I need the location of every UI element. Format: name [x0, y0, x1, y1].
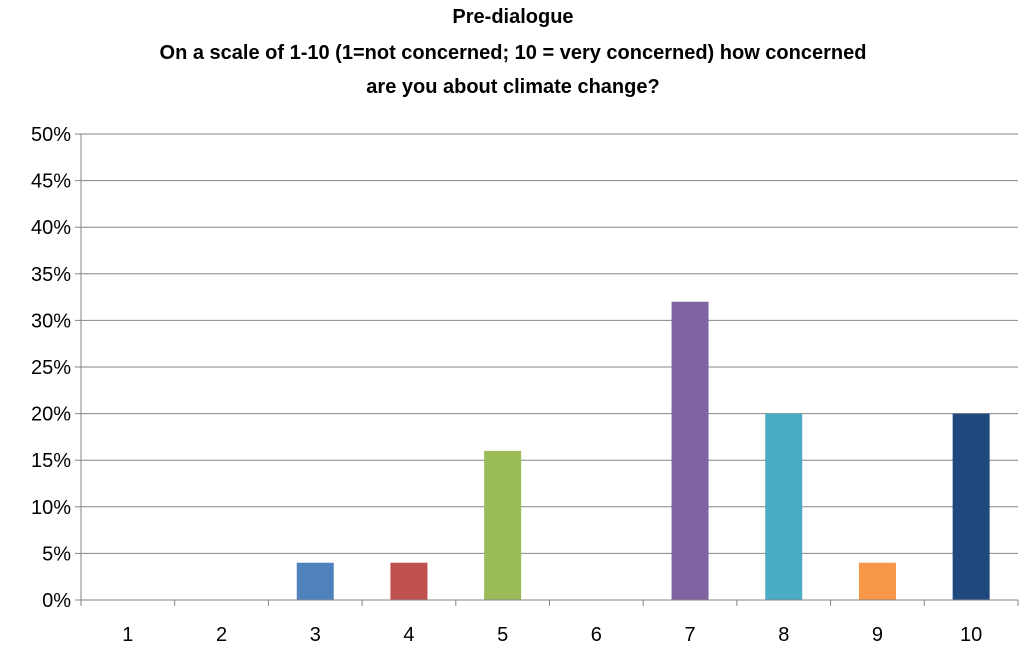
axes: [80, 134, 1018, 601]
y-tick-labels: 0% 5% 10% 15% 20% 25% 30% 35% 40% 45% 50%: [31, 124, 71, 612]
y-tick-label: 40%: [31, 217, 71, 239]
y-tick-label: 0%: [42, 590, 71, 612]
y-tick-label: 20%: [31, 404, 71, 426]
chart-title-line-3: are you about climate change?: [366, 76, 660, 98]
bar-7: [671, 301, 709, 600]
gridlines: [75, 133, 1019, 606]
bar-4: [390, 562, 428, 600]
x-tick-label: 4: [403, 624, 414, 646]
y-tick-label: 10%: [31, 497, 71, 519]
y-tick-label: 35%: [31, 264, 71, 286]
y-tick-label: 25%: [31, 357, 71, 379]
x-tick-label: 3: [310, 624, 321, 646]
x-tick-label: 8: [778, 624, 789, 646]
bar-3: [296, 562, 334, 600]
bar-5: [484, 450, 522, 600]
bar-8: [765, 413, 803, 600]
x-tick-labels: 1 2 3 4 5 6 7 8 9 10: [122, 624, 982, 646]
x-tick-label: 10: [960, 624, 982, 646]
chart-title-line-2: On a scale of 1-10 (1=not concerned; 10 …: [159, 42, 867, 64]
y-tick-label: 5%: [42, 543, 71, 565]
y-tick-label: 45%: [31, 171, 71, 193]
bar-9: [858, 562, 896, 600]
chart-title-line-1: Pre-dialogue: [452, 6, 574, 28]
x-tick-label: 2: [216, 624, 227, 646]
x-tick-label: 1: [122, 624, 133, 646]
y-tick-label: 50%: [31, 124, 71, 146]
x-tick-label: 5: [497, 624, 508, 646]
x-tick-label: 9: [872, 624, 883, 646]
x-tick-label: 6: [591, 624, 602, 646]
y-tick-label: 15%: [31, 450, 71, 472]
bar-10: [952, 413, 990, 600]
x-tick-label: 7: [684, 624, 695, 646]
y-tick-label: 30%: [31, 310, 71, 332]
bars: [296, 301, 990, 600]
